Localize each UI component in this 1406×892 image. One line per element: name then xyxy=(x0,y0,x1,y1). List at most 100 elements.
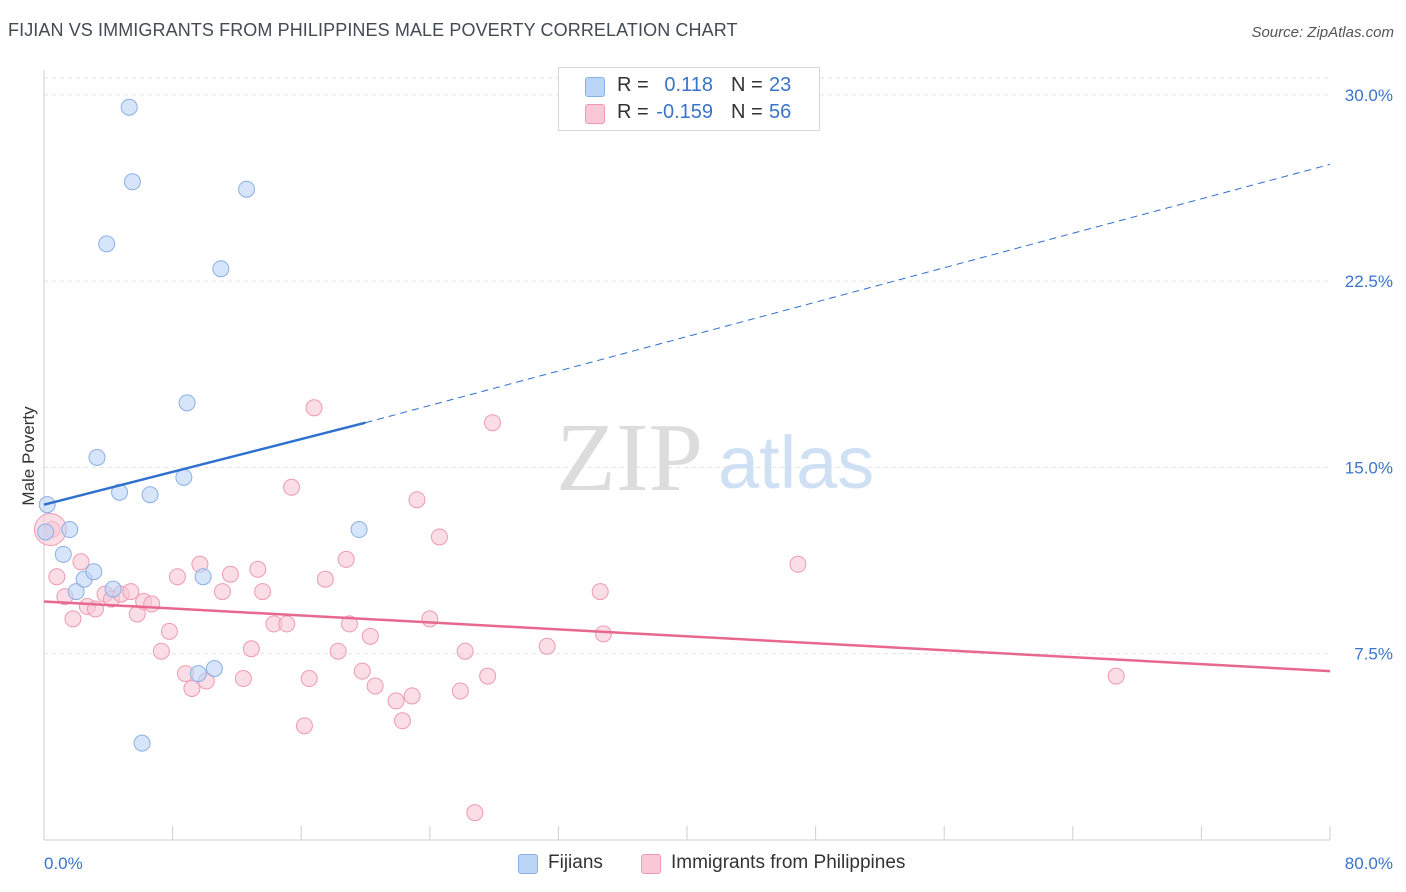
x-tick-labels: 0.0% 80.0% xyxy=(44,854,1393,873)
philippines-point xyxy=(160,622,178,640)
philippines-trend-line xyxy=(43,600,1331,673)
grid-lines xyxy=(44,77,1330,655)
philippines-point xyxy=(483,414,501,432)
axes xyxy=(43,70,1331,841)
fijians-point xyxy=(175,468,193,486)
n-label: N = xyxy=(731,101,763,123)
philippines-point xyxy=(1107,667,1125,685)
philippines-point xyxy=(316,570,334,588)
philippines-point xyxy=(451,682,469,700)
fijians-point xyxy=(178,394,196,412)
philippines-point xyxy=(234,670,252,688)
y-tick-label: 7.5% xyxy=(1354,645,1393,664)
watermark-atlas: atlas xyxy=(718,421,874,504)
philippines-point xyxy=(340,615,358,633)
philippines-point xyxy=(183,679,201,697)
legend-fijians-swatch xyxy=(518,854,538,874)
chart-title: FIJIAN VS IMMIGRANTS FROM PHILIPPINES MA… xyxy=(8,20,738,40)
philippines-point xyxy=(366,677,384,695)
n-value: 56 xyxy=(769,101,792,123)
fijians-point xyxy=(212,260,230,278)
y-axis-label: Male Poverty xyxy=(19,406,38,506)
philippines-point xyxy=(393,712,411,730)
r-label: R = xyxy=(617,74,649,96)
philippines-point xyxy=(168,568,186,586)
fijians-point xyxy=(194,568,212,586)
watermark: ZIP atlas xyxy=(556,404,874,512)
philippines-point xyxy=(594,625,612,643)
fijians-point xyxy=(88,448,106,466)
philippines-point xyxy=(122,583,140,601)
fijians-trend-line xyxy=(43,421,366,506)
philippines-point xyxy=(337,550,355,568)
fijians-point xyxy=(85,563,103,581)
philippines-point xyxy=(278,615,296,633)
x-tick-label: 80.0% xyxy=(1345,854,1393,873)
philippines-point xyxy=(387,692,405,710)
philippines-point xyxy=(430,528,448,546)
philippines-point xyxy=(295,717,313,735)
fijians-point xyxy=(104,580,122,598)
philippines-point xyxy=(221,565,239,583)
fijians-point xyxy=(54,545,72,563)
philippines-point xyxy=(408,491,426,509)
r-label: R = xyxy=(617,101,649,123)
philippines-point xyxy=(466,804,484,822)
y-tick-label: 15.0% xyxy=(1345,458,1393,477)
philippines-point xyxy=(305,399,323,417)
philippines-point xyxy=(789,555,807,573)
philippines-point xyxy=(249,560,267,578)
legend-philippines-label: Immigrants from Philippines xyxy=(671,852,906,873)
fijians-point xyxy=(350,521,368,539)
philippines-point xyxy=(283,478,301,496)
legend-philippines-swatch xyxy=(641,854,661,874)
fijians-trend-extension xyxy=(365,163,1331,424)
fijians-point xyxy=(37,523,55,541)
watermark-zip: ZIP xyxy=(556,404,703,512)
series-fijians-points xyxy=(37,98,368,752)
philippines-point xyxy=(242,640,260,658)
r-value: -0.159 xyxy=(656,101,713,123)
fijians-point xyxy=(238,180,256,198)
fijians-point xyxy=(141,486,159,504)
fijians-point xyxy=(189,665,207,683)
philippines-point xyxy=(72,553,90,571)
fijians-point xyxy=(67,583,85,601)
y-tick-label: 22.5% xyxy=(1345,272,1393,291)
philippines-point xyxy=(143,595,161,613)
philippines-point xyxy=(213,583,231,601)
y-tick-label: 30.0% xyxy=(1345,86,1393,105)
x-tick-label: 0.0% xyxy=(44,854,83,873)
philippines-point xyxy=(421,610,439,628)
philippines-point xyxy=(361,627,379,645)
series-philippines-points xyxy=(33,399,1125,822)
philippines-swatch xyxy=(585,104,605,124)
fijians-swatch xyxy=(585,77,605,97)
philippines-point xyxy=(300,670,318,688)
philippines-point xyxy=(403,687,421,705)
philippines-point xyxy=(254,583,272,601)
stats-row-fijians: R = 0.118 N = 23 xyxy=(559,74,819,100)
n-label: N = xyxy=(731,74,763,96)
philippines-point xyxy=(329,642,347,660)
source-note: Source: ZipAtlas.com xyxy=(1251,24,1394,41)
trend-lines xyxy=(43,163,1331,673)
fijians-point xyxy=(123,173,141,191)
stats-legend: R = 0.118 N = 23 R = -0.159 N = 56 xyxy=(558,67,820,131)
philippines-point xyxy=(591,583,609,601)
philippines-point xyxy=(353,662,371,680)
philippines-point xyxy=(48,568,66,586)
stats-row-philippines: R = -0.159 N = 56 xyxy=(559,101,819,127)
fijians-point xyxy=(133,734,151,752)
r-value: 0.118 xyxy=(664,74,713,96)
philippines-point xyxy=(479,667,497,685)
philippines-point xyxy=(64,610,82,628)
fijians-point xyxy=(61,521,79,539)
philippines-point xyxy=(152,642,170,660)
series-legend: Fijians Immigrants from Philippines xyxy=(0,852,1406,878)
legend-fijians-label: Fijians xyxy=(548,852,603,873)
fijians-point xyxy=(98,235,116,253)
n-value: 23 xyxy=(769,74,792,96)
philippines-point xyxy=(538,637,556,655)
